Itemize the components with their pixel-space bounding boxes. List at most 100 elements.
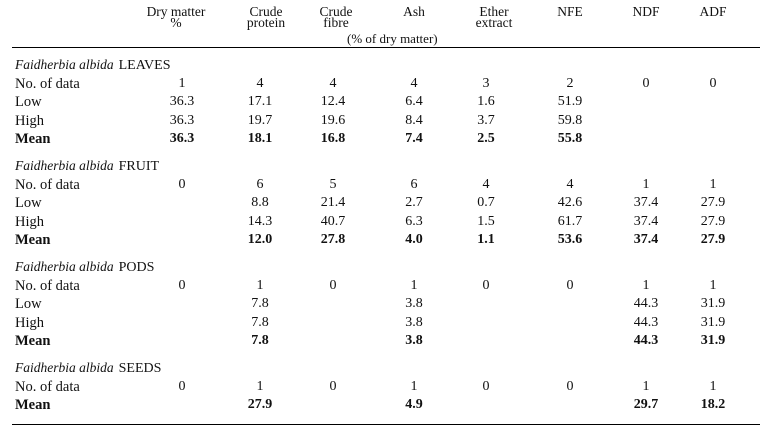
table-cell: 6 xyxy=(256,176,264,192)
table-row: No. of data 1 4 4 4 3 2 0 0 xyxy=(0,76,765,94)
table-cell: 1 xyxy=(256,378,264,394)
table-cell: 27.9 xyxy=(700,213,726,229)
plant-part: SEEDS xyxy=(118,361,162,376)
table-cell: 36.3 xyxy=(169,131,195,147)
table-cell: 27.8 xyxy=(320,232,346,248)
table-cell: 0.7 xyxy=(477,195,495,211)
table-cell: 7.8 xyxy=(251,333,269,349)
table-cell: 37.4 xyxy=(633,232,659,248)
table-cell: 3.8 xyxy=(405,296,423,312)
table-row: Low 8.8 21.4 2.7 0.7 42.6 37.4 27.9 xyxy=(0,195,765,213)
table-cell: 12.4 xyxy=(320,94,346,110)
table-cell: 18.2 xyxy=(700,397,726,413)
table-row: High 14.3 40.7 6.3 1.5 61.7 37.4 27.9 xyxy=(0,214,765,232)
table-row: High 7.8 3.8 44.3 31.9 xyxy=(0,315,765,333)
header-line-1: Ether xyxy=(479,4,509,19)
row-label: Mean xyxy=(15,397,51,414)
table-cell: 37.4 xyxy=(633,213,659,229)
table-cell: 29.7 xyxy=(633,397,659,413)
table-cell: 44.3 xyxy=(633,333,659,349)
header-line-1: Dry matter xyxy=(146,4,206,19)
table-cell: 18.1 xyxy=(247,131,273,147)
plant-part: FRUIT xyxy=(118,159,160,174)
section-header: Faidherbia albida SEEDS xyxy=(15,360,161,377)
header-ether-extract: Ether extract xyxy=(468,4,520,30)
row-label: Mean xyxy=(15,333,51,350)
table-cell: 31.9 xyxy=(700,314,726,330)
table-cell: 1 xyxy=(709,277,717,293)
table-cell: 1 xyxy=(256,277,264,293)
table-cell: 1 xyxy=(709,176,717,192)
table-cell: 7.8 xyxy=(251,314,269,330)
table-cell: 4.0 xyxy=(405,232,423,248)
table-cell: 3.8 xyxy=(405,314,423,330)
table-cell: 4 xyxy=(566,176,574,192)
header-line-1: Ash xyxy=(403,4,425,19)
table-cell: 40.7 xyxy=(320,213,346,229)
table-cell: 4 xyxy=(410,75,418,91)
table-cell: 1 xyxy=(709,378,717,394)
section-header: Faidherbia albida FRUIT xyxy=(15,158,159,175)
header-line-2: % xyxy=(170,15,182,30)
table-row: No. of data 0 1 0 1 0 0 1 1 xyxy=(0,278,765,296)
header-adf: ADF xyxy=(693,4,733,19)
table-cell: 0 xyxy=(178,378,186,394)
table-row: No. of data 0 1 0 1 0 0 1 1 xyxy=(0,379,765,397)
table-cell: 4 xyxy=(482,176,490,192)
row-label: Mean xyxy=(15,232,51,249)
table-cell: 19.6 xyxy=(320,112,346,128)
table-cell: 3.8 xyxy=(405,333,423,349)
header-line-2: fibre xyxy=(323,15,349,30)
header-line-1: ADF xyxy=(699,4,727,19)
header-line-2: extract xyxy=(475,15,513,30)
table-cell: 0 xyxy=(566,277,574,293)
table-cell: 27.9 xyxy=(700,232,726,248)
plant-part: PODS xyxy=(118,260,155,275)
table-cell: 0 xyxy=(482,277,490,293)
row-label: No. of data xyxy=(15,75,80,92)
table-cell: 1 xyxy=(642,176,650,192)
header-crude-protein: Crude protein xyxy=(240,4,292,30)
table-cell: 36.3 xyxy=(169,94,195,110)
bottom-rule xyxy=(12,424,760,425)
table-cell: 0 xyxy=(178,176,186,192)
header-ndf: NDF xyxy=(626,5,666,19)
table-cell: 1 xyxy=(642,378,650,394)
header-line-1: Crude xyxy=(249,4,283,19)
table-cell: 3.7 xyxy=(477,112,495,128)
row-label: Low xyxy=(15,195,42,212)
table-cell: 31.9 xyxy=(700,296,726,312)
table-cell: 14.3 xyxy=(247,213,273,229)
table-cell: 4.9 xyxy=(405,397,423,413)
row-label: High xyxy=(15,314,44,331)
top-rule xyxy=(12,47,760,48)
species-name: Faidherbia albida xyxy=(15,57,114,72)
table-cell: 0 xyxy=(329,378,337,394)
table-cell: 42.6 xyxy=(557,195,583,211)
table-cell: 17.1 xyxy=(247,94,273,110)
table-cell: 44.3 xyxy=(633,296,659,312)
header-ash: Ash xyxy=(394,4,434,19)
table-row: High 36.3 19.7 19.6 8.4 3.7 59.8 xyxy=(0,113,765,131)
header-crude-fibre: Crude fibre xyxy=(314,4,358,30)
table-cell: 51.9 xyxy=(557,94,583,110)
table-cell: 8.8 xyxy=(251,195,269,211)
table-cell: 0 xyxy=(329,277,337,293)
header-dry-matter: Dry matter % xyxy=(146,4,206,30)
row-label: No. of data xyxy=(15,277,80,294)
table-cell: 0 xyxy=(709,75,717,91)
table-cell: 1 xyxy=(410,378,418,394)
table-cell: 0 xyxy=(642,75,650,91)
row-label: High xyxy=(15,213,44,230)
table-row: No. of data 0 6 5 6 4 4 1 1 xyxy=(0,177,765,195)
header-line-1: Crude xyxy=(319,4,353,19)
table-cell: 0 xyxy=(178,277,186,293)
table-cell: 61.7 xyxy=(557,213,583,229)
table-cell: 2.7 xyxy=(405,195,423,211)
row-label: Low xyxy=(15,296,42,313)
row-label: Low xyxy=(15,94,42,111)
table-cell: 31.9 xyxy=(700,333,726,349)
section-header: Faidherbia albida PODS xyxy=(15,259,154,276)
table-row: Low 36.3 17.1 12.4 6.4 1.6 51.9 xyxy=(0,94,765,112)
table-cell: 44.3 xyxy=(633,314,659,330)
